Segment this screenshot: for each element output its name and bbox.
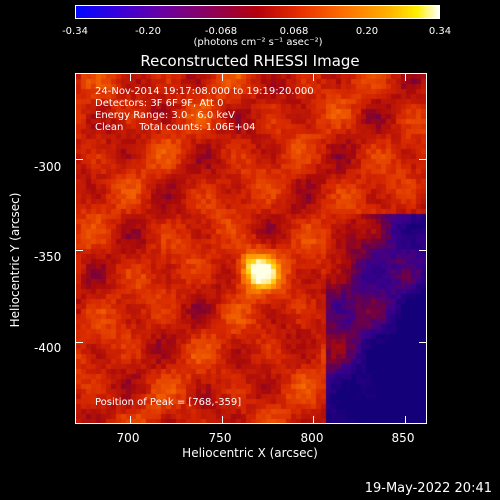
colorbar-tick-label: 0.068: [279, 26, 309, 37]
axis-tick: [419, 341, 427, 343]
timestamp-footer: 19-May-2022 20:41: [364, 481, 492, 496]
colorbar-tick-label: -0.20: [135, 26, 161, 37]
y-tick-label: -350: [34, 250, 62, 264]
peak-position-text: Position of Peak = [768,-359]: [95, 397, 242, 408]
x-axis-label: Heliocentric X (arcsec): [182, 446, 318, 460]
detectors-text: Detectors: 3F 6F 9F, Att 0: [95, 98, 224, 109]
axis-tick: [405, 416, 406, 424]
axis-tick: [419, 158, 427, 160]
axis-tick: [221, 73, 223, 81]
y-axis-label: Heliocentric Y (arcsec): [8, 192, 22, 328]
x-tick-label: 850: [391, 431, 415, 445]
energy-range-text: Energy Range: 3.0 - 6.0 keV: [95, 110, 235, 121]
x-tick-label: 750: [208, 431, 232, 445]
axis-tick: [75, 341, 83, 343]
flux-map-canvas: [76, 74, 426, 423]
axis-tick: [405, 73, 406, 81]
axis-tick: [313, 73, 315, 81]
axis-tick: [313, 416, 315, 424]
colorbar-units: (photons cm⁻² s⁻¹ asec⁻²): [193, 37, 323, 48]
y-axis-label-wrapper: Heliocentric Y (arcsec): [8, 125, 22, 328]
x-tick-label: 800: [300, 431, 324, 445]
x-tick-label: 700: [116, 431, 140, 445]
axis-tick: [130, 73, 131, 81]
y-tick-label: -400: [34, 341, 62, 355]
axis-tick: [130, 416, 131, 424]
image-title: Reconstructed RHESSI Image: [140, 52, 360, 70]
axis-tick: [221, 416, 223, 424]
time-range-text: 24-Nov-2014 19:17:08.000 to 19:19:20.000: [95, 86, 314, 97]
colorbar-tick-label: 0.34: [428, 26, 452, 37]
axis-tick: [419, 250, 427, 252]
algorithm-counts-text: Clean Total counts: 1.06E+04: [95, 122, 256, 133]
colorbar-tick-label: -0.068: [204, 26, 238, 37]
colorbar: [75, 5, 440, 19]
colorbar-tick-label: -0.34: [62, 26, 88, 37]
axis-tick: [75, 250, 83, 252]
axis-tick: [75, 158, 83, 160]
y-tick-label: -300: [34, 160, 62, 174]
solar-image-plot: [75, 73, 427, 424]
colorbar-tick-label: 0.20: [355, 26, 379, 37]
